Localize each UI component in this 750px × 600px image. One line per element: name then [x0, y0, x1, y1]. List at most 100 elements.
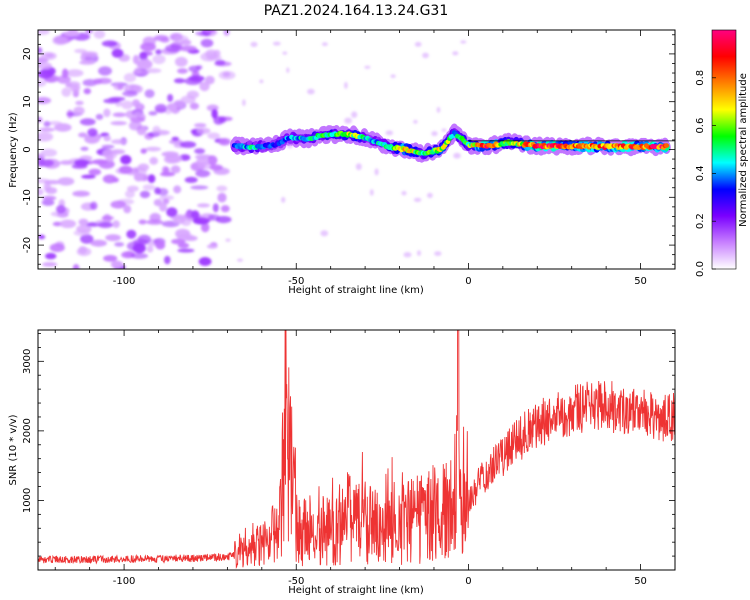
heatmap-cell — [159, 203, 168, 212]
heatmap-cell — [157, 188, 169, 196]
heatmap-cell — [45, 187, 58, 195]
heatmap-cell — [186, 90, 199, 99]
heatmap-cell — [110, 121, 127, 126]
heatmap-cell — [307, 88, 315, 95]
heatmap-cell — [57, 177, 75, 186]
colorbar-label: Normalized spectral amplitude — [738, 73, 749, 227]
heatmap-cell — [204, 75, 215, 85]
heatmap-cell — [80, 234, 94, 244]
heatmap-cell — [364, 65, 371, 69]
spectrogram-xlabel: Height of straight line (km) — [288, 285, 424, 296]
heatmap-cell — [190, 210, 200, 220]
heatmap-cell — [413, 119, 418, 124]
heatmap-cell — [198, 257, 212, 266]
heatmap-cell — [207, 155, 218, 166]
heatmap-cell — [73, 159, 90, 167]
heatmap-cell — [87, 128, 98, 137]
heatmap-cell — [147, 174, 156, 184]
heatmap-cell — [98, 66, 112, 76]
heatmap-cell — [138, 219, 147, 225]
heatmap-cell — [42, 195, 57, 201]
heatmap-cell — [403, 252, 412, 258]
heatmap-cell — [355, 163, 362, 171]
snr-xlabel: Height of straight line (km) — [288, 585, 424, 596]
heatmap-cell — [38, 79, 47, 87]
heatmap-cell — [105, 155, 114, 162]
heatmap-cell — [155, 49, 162, 55]
heatmap-cell — [145, 68, 162, 74]
y-tick-label: 1000 — [22, 488, 33, 513]
heatmap-cell — [154, 103, 168, 113]
heatmap-cell — [111, 139, 127, 145]
heatmap-cell — [225, 238, 231, 242]
heatmap-cell — [146, 245, 154, 253]
heatmap-cell — [179, 45, 197, 52]
heatmap-cell — [101, 144, 115, 149]
heatmap-cell — [92, 78, 103, 85]
x-tick-label: -100 — [113, 276, 136, 287]
heatmap-cell — [123, 73, 137, 83]
x-tick-label: 50 — [634, 576, 647, 587]
heatmap-cell — [369, 189, 374, 196]
heatmap-cell — [39, 127, 55, 132]
heatmap-cell — [177, 248, 195, 253]
heatmap-cell — [85, 30, 93, 34]
heatmap-cell — [436, 106, 441, 113]
heatmap-cell — [114, 242, 125, 247]
bottom-x-ticks: -100 -50 0 50 — [54, 330, 676, 587]
heatmap-cell — [38, 96, 52, 105]
heatmap-cell — [38, 116, 43, 123]
snr-series-line — [38, 330, 675, 570]
heatmap-cell — [43, 180, 61, 185]
heatmap-cell — [128, 120, 142, 131]
heatmap-cell — [110, 200, 127, 209]
spectrogram-ylabel: Frequency (Hz) — [8, 112, 19, 188]
heatmap-cell — [126, 241, 144, 251]
heatmap-cell — [351, 111, 358, 118]
heatmap-cell — [45, 252, 57, 260]
figure-title: PAZ1.2024.164.13.24.G31 — [264, 3, 449, 19]
heatmap-cell — [218, 116, 227, 124]
heatmap-cell — [78, 246, 87, 254]
heatmap-cell — [79, 118, 96, 126]
x-tick-label: -50 — [288, 276, 304, 287]
heatmap-cell — [81, 51, 98, 57]
heatmap-cell — [180, 217, 192, 227]
heatmap-cell — [199, 81, 210, 92]
colorbar-tick-label: 0.8 — [695, 70, 706, 86]
y-tick-label: 0 — [22, 146, 33, 152]
heatmap-cell — [169, 139, 183, 145]
heatmap-cell — [52, 36, 69, 46]
heatmap-cell — [173, 185, 182, 194]
heatmap-cell — [177, 242, 190, 249]
x-tick-label: 0 — [465, 276, 471, 287]
heatmap-cell — [142, 184, 156, 191]
heatmap-cell — [72, 86, 80, 96]
heatmap-cell — [118, 165, 133, 174]
y-tick-label: 10 — [22, 95, 33, 108]
colorbar-tick-label: 0.4 — [695, 165, 706, 181]
heatmap-cell — [414, 41, 422, 47]
heatmap-cell — [374, 168, 379, 176]
heatmap-cell — [441, 128, 447, 132]
heatmap-cell — [460, 40, 467, 44]
heatmap-cell — [320, 230, 329, 237]
heatmap-cell — [417, 250, 421, 256]
heatmap-cell — [152, 54, 166, 65]
x-tick-label: 50 — [634, 276, 647, 287]
heatmap-cell — [57, 75, 71, 84]
heatmap-cell — [223, 30, 230, 36]
heatmap-cell — [103, 108, 111, 118]
heatmap-cell — [194, 148, 206, 154]
snr-panel: -100 -50 0 50 1000 2000 3000 Height of straig… — [8, 329, 676, 596]
heatmap-cell — [117, 84, 124, 91]
heatmap-cell — [452, 51, 459, 56]
heatmap-cell — [434, 251, 442, 256]
heatmap-cell — [427, 192, 433, 199]
heatmap-cell — [431, 131, 438, 137]
heatmap-cell — [194, 123, 207, 128]
heatmap-cell — [173, 99, 185, 109]
heatmap-cell — [170, 165, 181, 174]
heatmap-cell — [122, 90, 138, 97]
heatmap-cell — [73, 106, 85, 116]
